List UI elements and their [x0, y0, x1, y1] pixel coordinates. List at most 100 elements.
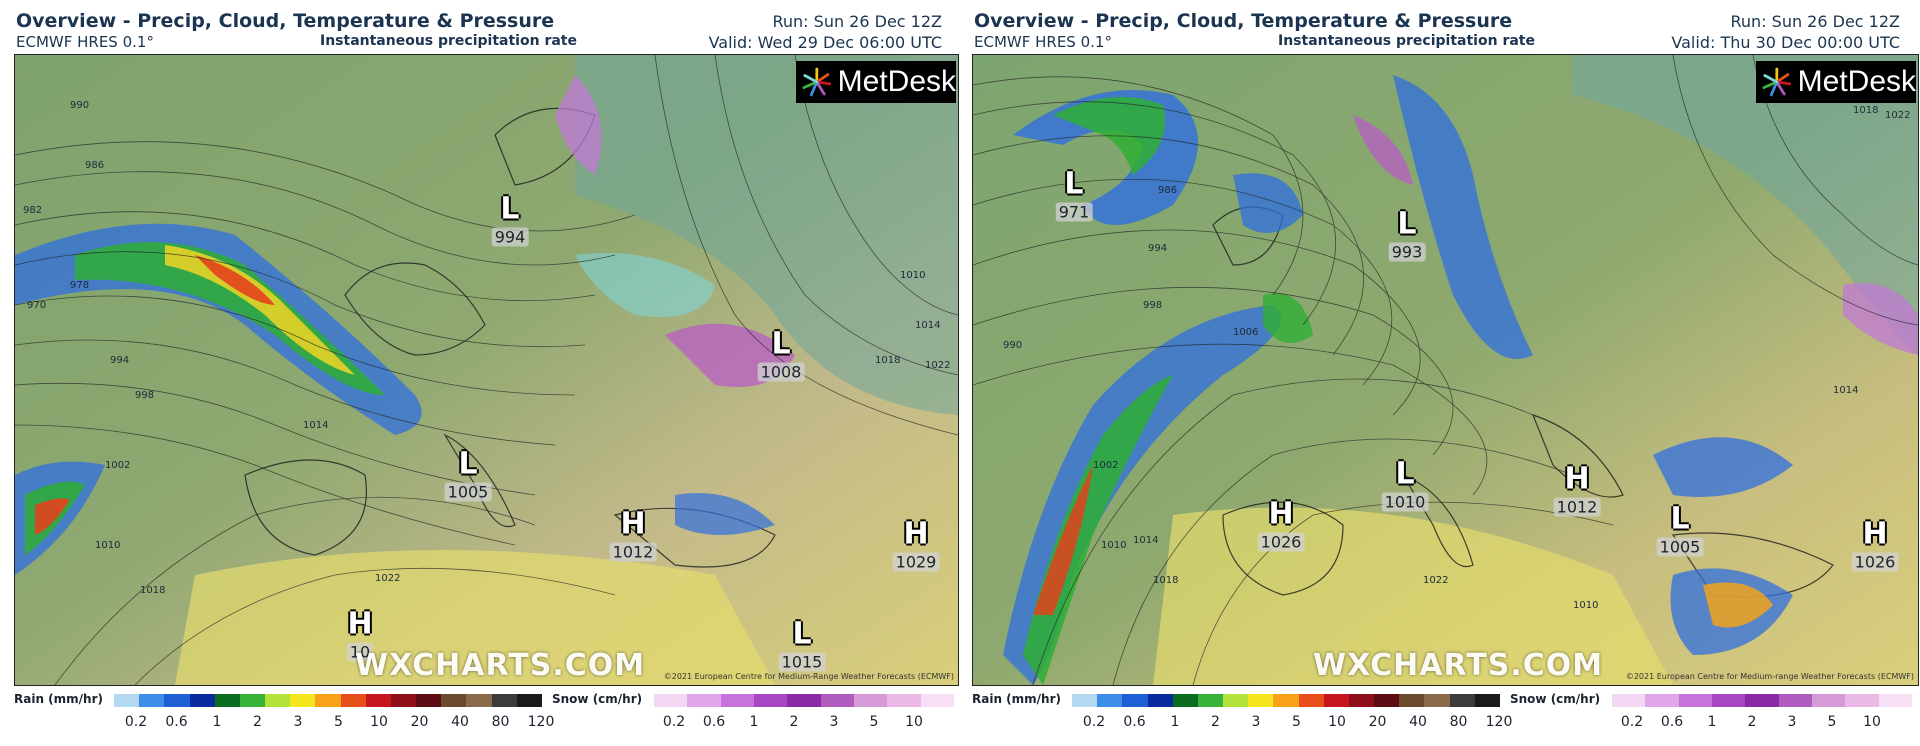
- isobar-label: 1014: [1833, 385, 1859, 396]
- high-pressure-symbol: H: [1268, 496, 1294, 532]
- snow-tick-label: 3: [1787, 714, 1797, 730]
- isobar-label: 1022: [1885, 110, 1911, 121]
- rain-color-bar: [114, 694, 542, 707]
- isobar-label: 986: [85, 160, 105, 171]
- snow-tick-label: 0.6: [1660, 714, 1684, 730]
- rain-color-swatch: [441, 694, 467, 707]
- rain-tick-label: 20: [1368, 714, 1387, 730]
- pressure-value: 1012: [1553, 497, 1601, 517]
- snow-color-swatch: [1878, 694, 1912, 707]
- snow-color-swatch: [1778, 694, 1812, 707]
- legend-left: Rain (mm/hr) 0.2 0.6 1 2 3 5 10 20 40 80 120 Snow (c…: [14, 690, 959, 740]
- snow-tick-label: 1: [749, 714, 759, 730]
- pressure-center: H 1012: [1553, 461, 1601, 517]
- metdesk-logo-text: MetDesk: [837, 65, 956, 98]
- isobar-label: 1018: [140, 585, 166, 596]
- isobar-label: 994: [110, 355, 130, 366]
- high-pressure-symbol: H: [620, 506, 646, 542]
- rain-color-swatch: [189, 694, 215, 707]
- low-pressure-symbol: L: [500, 191, 520, 227]
- rain-color-swatch: [1248, 694, 1274, 707]
- rain-color-swatch: [416, 694, 442, 707]
- model-name: ECMWF HRES 0.1°: [16, 33, 154, 51]
- chart-panel-left: Overview - Precip, Cloud, Temperature & …: [14, 10, 959, 686]
- low-pressure-symbol: L: [1397, 206, 1417, 242]
- isobar-label: 1010: [1573, 600, 1599, 611]
- rain-legend-label: Rain (mm/hr): [972, 692, 1061, 706]
- low-pressure-symbol: L: [771, 326, 791, 362]
- rain-tick-label: 80: [1449, 714, 1468, 730]
- pressure-value: 1010: [1381, 492, 1429, 512]
- snow-tick-label: 2: [789, 714, 799, 730]
- rain-tick-label: 3: [1251, 714, 1261, 730]
- pressure-value: 10: [346, 642, 374, 662]
- rain-color-swatch: [390, 694, 417, 707]
- pressure-value: 1026: [1851, 552, 1899, 572]
- map-background: [973, 55, 1918, 685]
- rain-color-swatch: [1348, 694, 1375, 707]
- pressure-center: L 1005: [444, 448, 492, 502]
- metdesk-logo: MetDesk: [796, 61, 956, 103]
- pressure-value: 994: [491, 227, 529, 247]
- rain-tick-label: 40: [1409, 714, 1427, 730]
- parameter-label: Instantaneous precipitation rate: [1278, 33, 1535, 49]
- pressure-value: 971: [1055, 202, 1093, 222]
- snow-color-swatch: [1811, 694, 1846, 707]
- rain-color-swatch: [164, 694, 190, 707]
- pressure-center: L 993: [1388, 206, 1426, 262]
- snow-color-swatch: [1678, 694, 1712, 707]
- pressure-center: L 1010: [1381, 458, 1429, 512]
- rain-color-swatch: [1474, 694, 1500, 707]
- chart-title: Overview - Precip, Cloud, Temperature & …: [16, 10, 555, 32]
- rain-tick-label: 0.2: [1082, 714, 1106, 730]
- chart-panel-right: Overview - Precip, Cloud, Temperature & …: [958, 0, 1919, 746]
- low-pressure-symbol: L: [1670, 501, 1690, 537]
- snow-color-bar: [1612, 694, 1912, 707]
- rain-tick-label: 10: [370, 714, 388, 730]
- rain-legend-label: Rain (mm/hr): [14, 692, 103, 706]
- snow-color-swatch: [887, 694, 921, 707]
- snow-tick-label: 2: [1747, 714, 1757, 730]
- snow-tick-label: 10: [905, 714, 923, 730]
- pressure-value: 993: [1388, 242, 1426, 262]
- rain-color-swatch: [491, 694, 517, 707]
- weather-map: L 971 L 993 H 1026 L 1010 H 1012 L 1005 …: [972, 54, 1919, 686]
- rain-color-swatch: [1424, 694, 1450, 707]
- rain-color-swatch: [1197, 694, 1224, 707]
- rain-tick-label: 40: [451, 714, 469, 730]
- high-pressure-symbol: H: [1862, 516, 1888, 552]
- snow-color-bar: [654, 694, 954, 707]
- rain-tick-label: 2: [1211, 714, 1220, 730]
- rain-color-swatch: [265, 694, 291, 707]
- rain-color-swatch: [1147, 694, 1173, 707]
- rain-color-swatch: [1122, 694, 1148, 707]
- snow-legend-label: Snow (cm/hr): [552, 692, 643, 706]
- snow-color-swatch: [820, 694, 854, 707]
- rain-color-swatch: [1298, 694, 1324, 707]
- rain-tick-label: 120: [527, 714, 555, 730]
- rain-tick-label: 2: [253, 714, 262, 730]
- isobar-label: 1010: [900, 270, 926, 281]
- parameter-label: Instantaneous precipitation rate: [320, 33, 577, 49]
- valid-time: Valid: Wed 29 Dec 06:00 UTC: [708, 33, 942, 52]
- snow-color-swatch: [787, 694, 821, 707]
- valid-time: Valid: Thu 30 Dec 00:00 UTC: [1671, 33, 1900, 52]
- isobar-label: 986: [1158, 185, 1178, 196]
- high-pressure-symbol: H: [1564, 461, 1590, 497]
- copyright: ©2021 European Centre for Medium-Range W…: [663, 672, 954, 681]
- rain-color-swatch: [1374, 694, 1400, 707]
- isobar-label: 1002: [1093, 460, 1119, 471]
- rain-tick-label: 5: [334, 714, 343, 730]
- isobar-label: 1010: [1101, 540, 1127, 551]
- isobar-label: 990: [70, 100, 90, 111]
- pressure-center: H 10: [346, 608, 374, 662]
- pressure-center: H 1012: [609, 506, 657, 562]
- pressure-center: L 1005: [1656, 501, 1704, 557]
- pressure-center: H 1026: [1257, 496, 1305, 552]
- rain-color-swatch: [1273, 694, 1299, 707]
- isobar-label: 1018: [1153, 575, 1179, 586]
- snow-color-swatch: [1612, 694, 1646, 707]
- weather-map: L 994 L 1008 L 1005 H 1012 H 1029 H 10 L…: [14, 54, 959, 686]
- pressure-center: L 1015: [778, 618, 826, 672]
- isobar-label: 990: [1003, 340, 1023, 351]
